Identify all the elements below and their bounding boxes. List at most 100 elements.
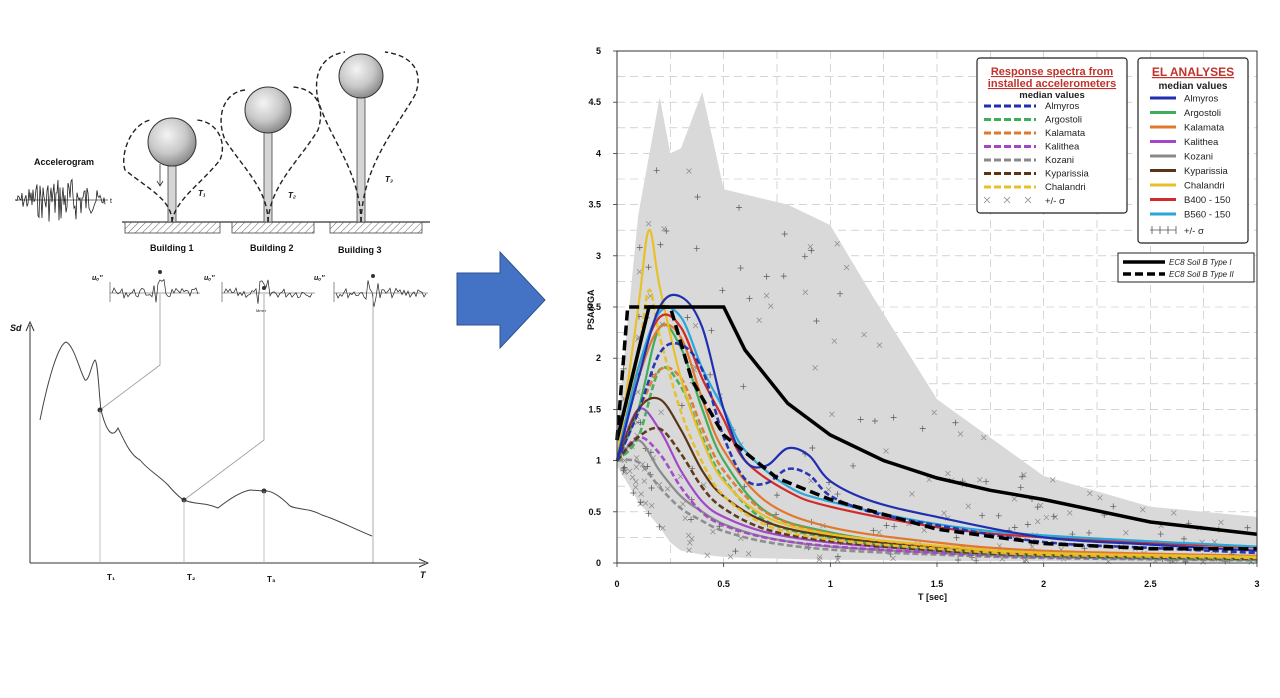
sigma-marker [955,557,962,564]
x-tick-label: 3 [1254,579,1259,589]
sigma-marker [1181,535,1187,542]
sigma-marker [883,522,890,529]
y-tick-label: 3.5 [588,200,601,210]
sigma-marker [648,502,655,509]
sigma-marker [834,491,841,498]
sigma-marker [636,269,643,275]
sigma-marker [692,322,699,329]
sigma-marker [945,470,951,477]
legend-el-entry: B400 - 150 [1184,195,1230,206]
sigma-marker [813,317,820,324]
y-tick-label: 2 [596,353,601,363]
legend-el-entry: Kozani [1184,152,1213,163]
series-kalithea-installed [615,435,1258,561]
sigma-marker [977,477,983,483]
y-axis-label: PSA/PGA [586,289,596,330]
svg-text:uₒ'': uₒ'' [92,275,103,282]
sigma-marker [980,434,987,441]
sigma-marker [883,448,889,454]
spectra-chart: 0 0.5 1 1.5 2 2.5 3 0 0.5 1 1.5 2 2.5 3 3.5 4 4.5 5 T [se… [586,46,1260,602]
building-1-label: Building 1 [150,243,194,253]
sigma-marker [825,486,832,493]
x-tick-label: 2 [1041,579,1046,589]
sigma-marker [686,168,692,174]
legend-el-entry: B560 - 150 [1184,210,1230,221]
legend-el-title: EL ANALYSES [1152,65,1234,79]
spectrum-drop-lines [99,410,265,563]
series-kozani-installed [616,458,1258,562]
sigma-marker [1218,519,1224,526]
sigma-marker [1011,496,1018,502]
sigma-marker [876,529,882,536]
x-tick-label: 0.5 [717,579,730,589]
building-3-label: Building 3 [338,245,382,255]
sigma-marker [919,425,926,432]
ec8-type1-label: EC8 Soil B Type I [1169,258,1232,267]
sigma-marker [689,535,695,542]
sigma-marker [807,244,814,250]
legend-installed-subtitle: median values [1019,90,1084,101]
response-trace-3: uₒ'' [314,274,428,307]
sigma-marker [768,303,774,309]
sigma-marker [1019,473,1026,480]
sigma-marker [871,418,878,425]
sigma-marker [1097,495,1103,501]
sigma-marker [634,419,641,426]
legend-el-entry: Chalandri [1184,181,1225,192]
sigma-marker [633,464,640,470]
sigma-marker [684,314,691,321]
sigma-marker [773,492,780,499]
sigma-marker [876,342,883,348]
sigma-marker [620,465,627,472]
sigma-marker [687,539,693,546]
left-diagram: Accelerogram t T₁ Building 1 T₂ [10,51,430,584]
sigma-marker [808,247,815,254]
sigma-marker [737,265,744,272]
sigma-marker [736,204,743,211]
legend-installed-entry: Argostoli [1045,115,1082,126]
sigma-marker [1043,514,1050,521]
sigma-marker [909,491,915,497]
sigma-marker [831,338,838,344]
sigma-marker [1024,521,1031,528]
series-chalandri-installed [615,288,1258,560]
x-axis-label: T [sec] [918,592,947,602]
sigma-marker [637,499,644,506]
sigma-marker [1171,510,1177,516]
sigma-marker [756,317,762,323]
legend-installed-title-2: installed accelerometers [988,78,1116,90]
legend-el-sigma-icon [1150,226,1177,234]
sigma-marker [740,383,747,390]
series-ec8-soil-b-type-ii [615,305,1257,551]
legend-installed: Response spectra from installed accelero… [976,57,1128,214]
sigma-marker [921,527,928,534]
sigma-marker [644,463,651,470]
sigma-marker [621,464,628,471]
period-t2-label: T₂ [288,191,296,200]
sigma-marker [630,489,637,496]
sigma-marker [641,478,648,484]
ec8-type2-label: EC8 Soil B Type II [1169,270,1235,279]
sigma-marker [661,226,667,232]
x-tick-label: 1.5 [931,579,944,589]
t-axis-label: T [420,570,427,580]
sigma-marker [1034,504,1041,511]
sigma-marker [957,431,964,437]
y-tick-label: 2.5 [588,302,601,312]
y-tick-label: 0 [596,558,601,568]
sigma-marker [843,264,850,271]
sigma-marker [995,512,1002,519]
sigma-marker [953,534,960,541]
series-ec8-soil-b-type-i [615,305,1258,537]
sigma-marker [1139,507,1146,513]
y-tick-label: 0.5 [588,507,601,517]
sigma-marker [891,523,898,530]
svg-text:uₒ'': uₒ'' [314,275,325,282]
sigma-marker [965,503,972,509]
sigma-marker [890,414,897,421]
sigma-marker [926,476,932,483]
sigma-marker [710,529,716,535]
x-tick-label: 1 [828,579,833,589]
sigma-marker [633,479,639,485]
